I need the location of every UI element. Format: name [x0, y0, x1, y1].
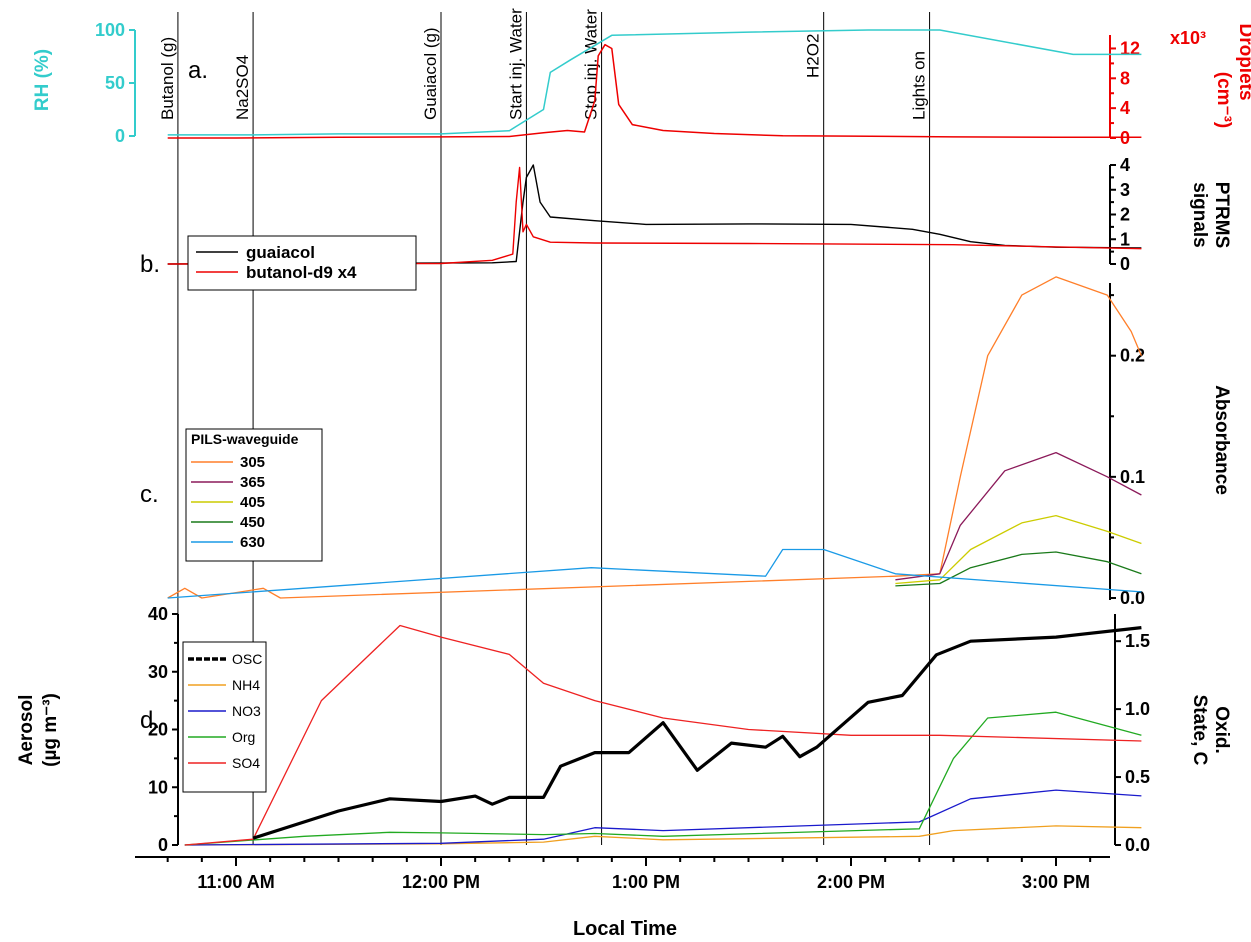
event-label: Lights on: [910, 51, 929, 120]
legend-label: 365: [240, 474, 265, 491]
y-tick-label: 3: [1120, 180, 1130, 200]
legend-label: NH4: [232, 677, 260, 693]
panel-a-tag: a.: [188, 57, 208, 84]
y-tick-label: 0.1: [1120, 467, 1145, 487]
series-line-so4: [184, 624, 1142, 846]
x-tick-label: 1:00 PM: [612, 872, 680, 892]
legend-label: Org: [232, 729, 255, 745]
y-tick-label: 0.5: [1125, 767, 1150, 787]
panel-d: 0 10 20 30 40 0.0 0.5 1.0 1.5 d. OSC NH4 NO3 Org SO4…: [16, 604, 1232, 855]
series-line-osc: [252, 626, 1142, 840]
x-tick-label: 3:00 PM: [1022, 872, 1090, 892]
event-label: Na2SO4: [233, 55, 252, 120]
panel-c-tag: c.: [140, 481, 159, 508]
series-line-nh4: [184, 825, 1142, 846]
y-tick-label: 100: [95, 20, 125, 40]
y-tick-label: 30: [148, 662, 168, 682]
y-tick-label: 40: [148, 604, 168, 624]
time-axis: 11:00 AM 12:00 PM 1:00 PM 2:00 PM 3:00 PM Lo…: [135, 856, 1110, 940]
y-tick-label: 4: [1120, 155, 1130, 175]
series-line-droplets: [167, 43, 1142, 139]
panel-c: 0.00.10.2 c. PILS-waveguide 305365405450…: [140, 276, 1232, 608]
time-axis-label: Local Time: [573, 918, 677, 940]
event-label: H2O2: [804, 34, 823, 78]
series-line-405: [895, 514, 1142, 585]
y-tick-label: 12: [1120, 38, 1140, 58]
y-tick-label: 10: [148, 777, 168, 797]
y-tick-label: 2: [1120, 205, 1130, 225]
series-line-630: [167, 548, 1142, 599]
y-tick-label: 4: [1120, 98, 1130, 118]
x-tick-label: 12:00 PM: [402, 872, 480, 892]
event-label: Guaiacol (g): [421, 27, 440, 120]
ptrms-legend-box: [187, 235, 417, 291]
y-tick-label: 1.5: [1125, 631, 1150, 651]
panel-b-tag: b.: [140, 251, 160, 278]
droplets-multiplier: x10³: [1170, 28, 1206, 48]
y-tick-label: 0: [1120, 254, 1130, 274]
event-label: Start inj. Water: [506, 8, 525, 120]
y-tick-label: 1: [1120, 229, 1130, 249]
legend-label: 630: [240, 534, 265, 551]
aerosol-axis-label-1: Aerosol: [16, 695, 37, 766]
x-tick-label: 11:00 AM: [197, 872, 274, 892]
y-tick-label: 20: [148, 720, 168, 740]
series-line-450: [895, 551, 1142, 587]
legend-label: guaiacol: [246, 243, 315, 262]
y-tick-label: 50: [105, 73, 125, 93]
y-tick-label: 0: [115, 126, 125, 146]
event-label: Butanol (g): [158, 37, 177, 120]
legend-label: OSC: [232, 651, 262, 667]
oxid-axis-label-2: State, C: [1189, 695, 1210, 766]
absorbance-axis-label: Absorbance: [1211, 385, 1232, 495]
pils-legend-title: PILS-waveguide: [191, 431, 299, 447]
series-line-305: [167, 276, 1142, 599]
panel-d-tag: d.: [140, 707, 160, 734]
pils-legend-box: [185, 428, 323, 562]
x-tick-label: 2:00 PM: [817, 872, 885, 892]
rh-axis-label: RH (%): [32, 49, 53, 111]
y-tick-label: 8: [1120, 68, 1130, 88]
legend-label: NO3: [232, 703, 261, 719]
droplets-axis-label: Droplets: [1235, 23, 1251, 100]
oxid-axis-label-1: Oxid.: [1211, 706, 1232, 754]
aerosol-legend: OSC NH4 NO3 Org SO4: [188, 651, 262, 771]
series-line-rh: [167, 29, 1142, 136]
ptrms-axis-label-2: signals: [1189, 182, 1210, 247]
legend-label: 450: [240, 514, 265, 531]
series-line-no3: [184, 789, 1142, 846]
y-tick-label: 1.0: [1125, 699, 1150, 719]
droplets-unit-label: (cm⁻³): [1213, 72, 1234, 128]
y-tick-label: 0.0: [1125, 835, 1150, 855]
y-tick-label: 0.0: [1120, 588, 1145, 608]
series-line-365: [895, 451, 1142, 581]
event-markers: Butanol (g) Na2SO4 Guaiacol (g) Start inj. …: [158, 8, 931, 845]
series-line-butanol-d9-x4: [167, 166, 1142, 265]
legend-label: 405: [240, 494, 265, 511]
pils-legend: 305 365 405 450 630: [191, 454, 265, 551]
aerosol-axis-label-2: (µg m⁻³): [40, 693, 61, 767]
series-line-org: [184, 711, 1142, 846]
ptrms-axis-label-1: PTRMS: [1211, 182, 1232, 249]
legend-label: butanol-d9 x4: [246, 263, 357, 282]
y-tick-label: 0: [158, 835, 168, 855]
legend-label: 305: [240, 454, 265, 471]
aerosol-legend-box: [182, 641, 267, 793]
legend-label: SO4: [232, 755, 260, 771]
